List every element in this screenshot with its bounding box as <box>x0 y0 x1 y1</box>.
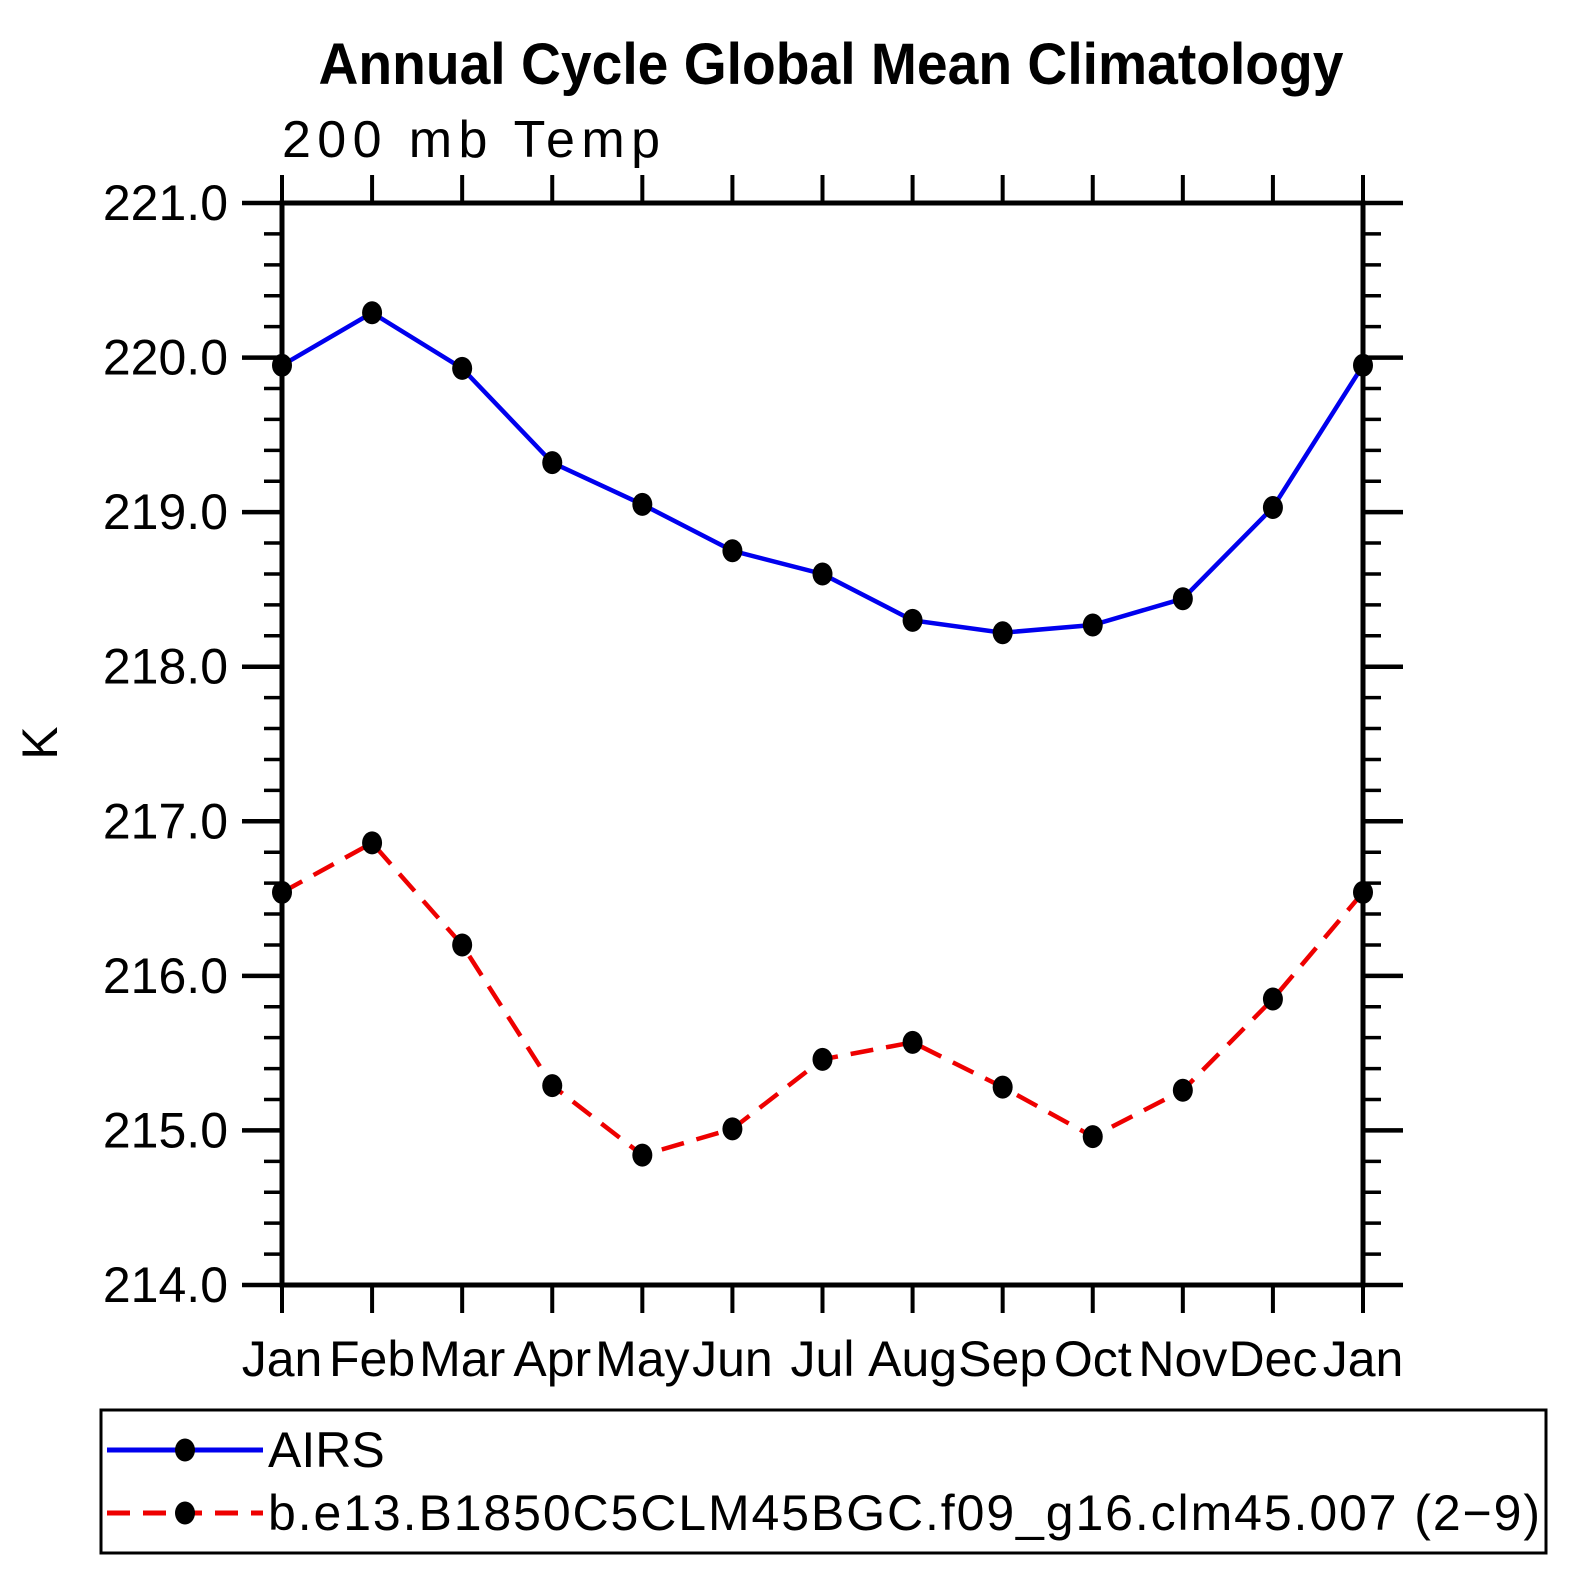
data-point-model-2 <box>452 933 473 957</box>
data-point-model-4 <box>632 1143 653 1167</box>
data-point-model-10 <box>1172 1078 1193 1102</box>
x-tick-label: Nov <box>1138 1331 1227 1387</box>
legend-marker-airs <box>175 1438 195 1462</box>
data-point-airs-3 <box>542 451 563 475</box>
y-tick-label: 216.0 <box>103 948 228 1004</box>
data-point-airs-7 <box>902 608 923 632</box>
y-tick-label: 215.0 <box>103 1102 228 1158</box>
x-tick-label: Oct <box>1054 1331 1132 1387</box>
data-point-model-5 <box>722 1117 743 1141</box>
data-point-airs-2 <box>452 356 473 380</box>
data-point-model-0 <box>272 880 292 904</box>
y-tick-label: 221.0 <box>103 175 228 231</box>
plot-frame <box>279 200 1366 1288</box>
legend-marker-model <box>175 1501 195 1525</box>
data-point-model-9 <box>1082 1125 1103 1149</box>
data-point-airs-10 <box>1172 587 1193 611</box>
x-tick-label: Jan <box>242 1331 323 1387</box>
x-tick-label: Mar <box>419 1331 505 1387</box>
x-tick-label: Aug <box>868 1331 957 1387</box>
x-tick-label: Sep <box>958 1331 1047 1387</box>
x-tick-label: Apr <box>513 1331 591 1387</box>
y-tick-label: 219.0 <box>103 484 228 540</box>
x-tick-label: Feb <box>329 1331 415 1387</box>
series-line-model <box>280 840 1365 1158</box>
y-tick-label: 217.0 <box>103 793 228 849</box>
data-point-model-6 <box>812 1047 833 1071</box>
data-point-model-12 <box>1353 880 1373 904</box>
data-point-model-8 <box>992 1075 1013 1099</box>
data-point-model-11 <box>1262 987 1283 1011</box>
legend-label-model: b.e13.B1850C5CLM45BGC.f09_g16.clm45.007 … <box>268 1485 1540 1541</box>
chart-title: Annual Cycle Global Mean Climatology <box>319 32 1344 97</box>
data-point-model-7 <box>902 1030 923 1054</box>
chart-subtitle: 200 mb Temp <box>282 111 660 169</box>
data-point-airs-11 <box>1262 496 1283 520</box>
data-point-model-1 <box>362 831 383 855</box>
y-tick-label: 220.0 <box>103 330 228 386</box>
legend: AIRS b.e13.B1850C5CLM45BGC.f09_g16.clm45… <box>99 1408 1548 1555</box>
data-point-airs-9 <box>1082 613 1103 637</box>
data-point-airs-12 <box>1353 353 1373 377</box>
data-point-airs-5 <box>722 539 743 563</box>
y-tick-label: 218.0 <box>103 639 228 695</box>
y-axis-title: K <box>12 726 68 759</box>
legend-frame <box>99 1408 1548 1555</box>
y-tick-label: 214.0 <box>103 1257 228 1313</box>
data-point-airs-6 <box>812 562 833 586</box>
data-point-airs-1 <box>362 301 383 325</box>
data-point-airs-4 <box>632 492 653 516</box>
x-tick-label: Jan <box>1323 1331 1404 1387</box>
x-tick-label: Jul <box>791 1331 855 1387</box>
plot-area: Jan Feb Mar Apr May Jun Jul Aug Sep Oct Nov Dec Jan2… <box>103 175 1403 1387</box>
data-point-model-3 <box>542 1074 563 1098</box>
data-point-airs-0 <box>272 353 292 377</box>
x-tick-label: May <box>595 1331 689 1387</box>
data-point-airs-8 <box>992 621 1013 645</box>
legend-label-airs: AIRS <box>268 1422 385 1478</box>
x-tick-label: Jun <box>692 1331 773 1387</box>
x-tick-label: Dec <box>1228 1331 1317 1387</box>
